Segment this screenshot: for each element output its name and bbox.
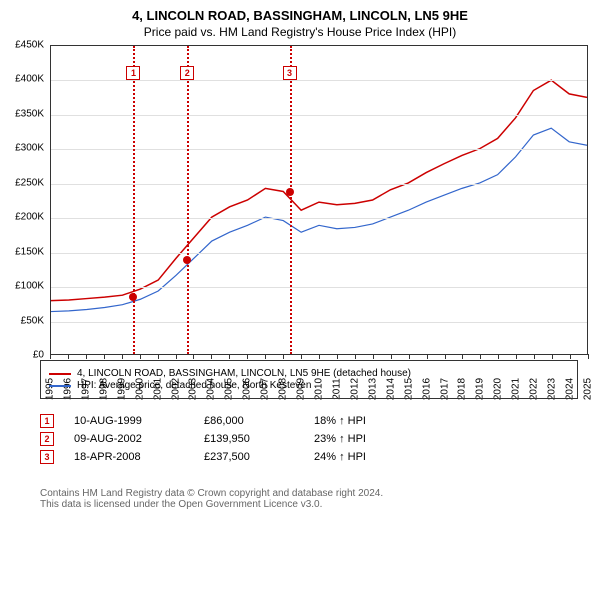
legend-swatch [49, 373, 71, 375]
event-dot [129, 293, 137, 301]
footnote: Contains HM Land Registry data © Crown c… [40, 488, 578, 510]
y-axis: £0£50K£100K£150K£200K£250K£300K£350K£400… [10, 45, 48, 355]
x-tick-mark [86, 354, 87, 359]
footnote-line2: This data is licensed under the Open Gov… [40, 499, 578, 510]
x-tick-mark [391, 354, 392, 359]
legend-label: 4, LINCOLN ROAD, BASSINGHAM, LINCOLN, LN… [77, 368, 411, 379]
x-tick-mark [480, 354, 481, 359]
event-price: £86,000 [204, 415, 314, 427]
x-tick-mark [176, 354, 177, 359]
x-tick-mark [68, 354, 69, 359]
chart-container: 4, LINCOLN ROAD, BASSINGHAM, LINCOLN, LN… [0, 0, 600, 590]
event-pct: 18% ↑ HPI [314, 415, 434, 427]
title-line2: Price paid vs. HM Land Registry's House … [10, 25, 590, 39]
y-tick-label: £400K [10, 74, 44, 85]
x-tick-mark [283, 354, 284, 359]
legend-item: 4, LINCOLN ROAD, BASSINGHAM, LINCOLN, LN… [49, 368, 569, 379]
event-marker-box: 1 [126, 66, 140, 80]
event-line [290, 46, 292, 354]
legend-item: HPI: Average price, detached house, Nort… [49, 380, 569, 391]
x-tick-mark [229, 354, 230, 359]
plot-area: 1 2 3 [50, 45, 588, 355]
series-svg [51, 46, 587, 354]
event-date: 10-AUG-1999 [74, 415, 204, 427]
gridline [51, 80, 587, 81]
x-tick-mark [104, 354, 105, 359]
gridline [51, 253, 587, 254]
y-tick-label: £350K [10, 108, 44, 119]
x-tick-mark [50, 354, 51, 359]
gridline [51, 218, 587, 219]
legend-swatch [49, 385, 71, 387]
series-hpi [51, 128, 587, 311]
y-tick-label: £450K [10, 40, 44, 51]
x-tick-mark [498, 354, 499, 359]
event-marker-box: 3 [283, 66, 297, 80]
y-tick-label: £150K [10, 246, 44, 257]
x-tick-mark [570, 354, 571, 359]
gridline [51, 149, 587, 150]
x-tick-mark [409, 354, 410, 359]
event-date: 09-AUG-2002 [74, 433, 204, 445]
event-dot [183, 256, 191, 264]
x-tick-mark [122, 354, 123, 359]
x-tick-mark [373, 354, 374, 359]
x-tick-mark [534, 354, 535, 359]
event-marker-box: 2 [180, 66, 194, 80]
event-row: 1 10-AUG-1999£86,00018% ↑ HPI [40, 414, 578, 428]
x-tick-mark [427, 354, 428, 359]
chart-block: £0 £50K £100K £150K £200K £250K £300K £350K £400… [10, 45, 590, 397]
title-line1: 4, LINCOLN ROAD, BASSINGHAM, LINCOLN, LN… [10, 8, 590, 23]
event-row: 3 18-APR-2008£237,50024% ↑ HPI [40, 450, 578, 464]
x-tick-mark [355, 354, 356, 359]
title-block: 4, LINCOLN ROAD, BASSINGHAM, LINCOLN, LN… [10, 8, 590, 39]
gridline [51, 115, 587, 116]
x-tick-mark [462, 354, 463, 359]
x-tick-mark [445, 354, 446, 359]
x-tick-mark [140, 354, 141, 359]
event-line [133, 46, 135, 354]
x-tick-mark [319, 354, 320, 359]
x-tick-mark [552, 354, 553, 359]
y-tick-label: £50K [10, 315, 44, 326]
gridline [51, 184, 587, 185]
event-pct: 24% ↑ HPI [314, 451, 434, 463]
event-price: £139,950 [204, 433, 314, 445]
x-tick-mark [193, 354, 194, 359]
event-row-marker: 3 [40, 450, 54, 464]
x-tick-mark [301, 354, 302, 359]
x-tick-mark [158, 354, 159, 359]
events-table: 1 10-AUG-1999£86,00018% ↑ HPI 2 09-AUG-2002… [40, 410, 578, 468]
legend-label: HPI: Average price, detached house, Nort… [77, 380, 311, 391]
event-row-marker: 2 [40, 432, 54, 446]
y-tick-label: £200K [10, 212, 44, 223]
x-tick-mark [337, 354, 338, 359]
y-tick-label: £300K [10, 143, 44, 154]
x-tick-label: 2025 [583, 378, 594, 400]
series-price_paid [51, 80, 587, 300]
y-tick-label: £100K [10, 281, 44, 292]
event-row-marker: 1 [40, 414, 54, 428]
footnote-line1: Contains HM Land Registry data © Crown c… [40, 488, 578, 499]
legend: 4, LINCOLN ROAD, BASSINGHAM, LINCOLN, LN… [40, 360, 578, 399]
x-tick-mark [588, 354, 589, 359]
x-tick-mark [211, 354, 212, 359]
gridline [51, 287, 587, 288]
x-tick-mark [247, 354, 248, 359]
y-tick-label: £0 [10, 350, 44, 361]
gridline [51, 322, 587, 323]
event-price: £237,500 [204, 451, 314, 463]
event-date: 18-APR-2008 [74, 451, 204, 463]
event-row: 2 09-AUG-2002£139,95023% ↑ HPI [40, 432, 578, 446]
event-line [187, 46, 189, 354]
x-tick-mark [265, 354, 266, 359]
event-dot [286, 188, 294, 196]
y-tick-label: £250K [10, 177, 44, 188]
event-pct: 23% ↑ HPI [314, 433, 434, 445]
x-tick-mark [516, 354, 517, 359]
